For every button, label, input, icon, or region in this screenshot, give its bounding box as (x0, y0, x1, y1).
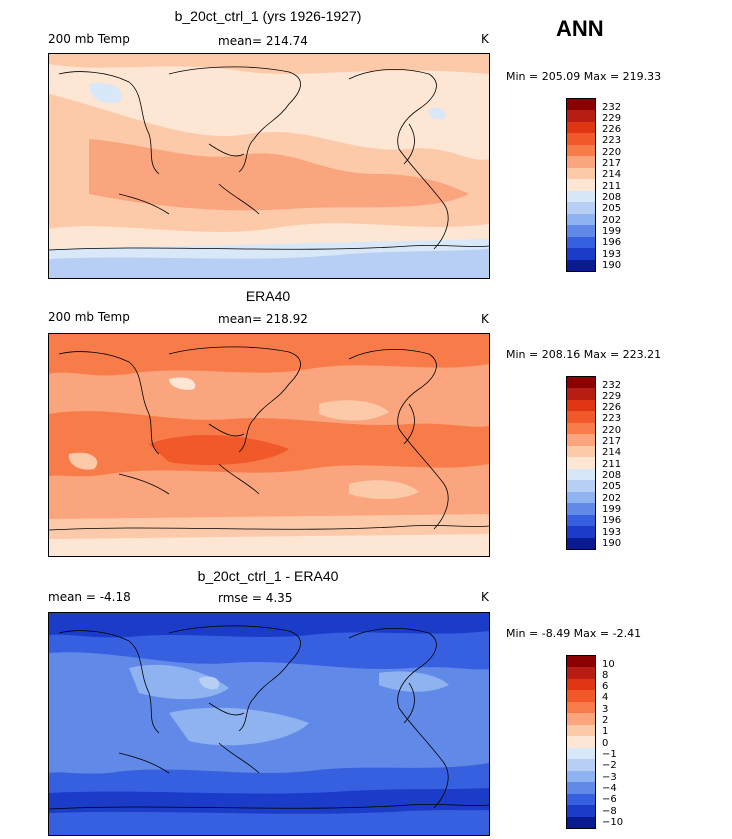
colorbar-tick-label: −1 (602, 749, 617, 760)
panel-2-min-max: Min = 208.16 Max = 223.21 (506, 348, 662, 361)
colorbar-tick-label: 211 (602, 459, 622, 470)
panel-1-title: b_20ct_ctrl_1 (yrs 1926-1927) (174, 8, 362, 24)
panel-2-mean-label: mean= 218.92 (218, 312, 308, 326)
panel-2-variable-label: 200 mb Temp (48, 310, 130, 324)
colorbar-tick-label: 214 (602, 447, 622, 458)
panel-1-colorbar-swatches (566, 98, 596, 272)
colorbar-tick-label: 199 (602, 504, 622, 515)
colorbar-tick-label: −3 (602, 772, 617, 783)
panel-1-colorbar: 232 229 226 223 220 217 214 211 208 205 … (566, 98, 621, 272)
panel-1-map (48, 53, 490, 279)
panel-3-units-label: K (481, 590, 489, 604)
panel-2-colorbar-swatches (566, 376, 596, 550)
panel-2-units-label: K (481, 312, 489, 326)
panel-3-colorbar: 10 8 6 4 3 2 1 0 −1 −2 −3 −4 −6 −8 −10 (566, 655, 623, 829)
colorbar-tick-label: 220 (602, 147, 622, 158)
panel-2-title: ERA40 (245, 288, 291, 304)
colorbar-tick-label: 217 (602, 436, 622, 447)
panel-3-mean-label: mean = -4.18 (48, 590, 131, 604)
panel-3-rmse-label: rmse = 4.35 (218, 591, 293, 605)
panel-2-colorbar: 232 229 226 223 220 217 214 211 208 205 … (566, 376, 621, 550)
colorbar-tick-label: 223 (602, 135, 622, 146)
colorbar-tick-label: 3 (602, 704, 609, 715)
panel-1-units-label: K (481, 32, 489, 46)
panel-2-map-plot (49, 334, 489, 556)
colorbar-tick-label: 196 (602, 237, 622, 248)
panel-3-colorbar-swatches (566, 655, 596, 829)
colorbar-tick-label: 199 (602, 226, 622, 237)
colorbar-tick-label: 226 (602, 124, 622, 135)
colorbar-tick-label: 10 (602, 659, 615, 670)
colorbar-tick-label: −4 (602, 783, 617, 794)
colorbar-tick-label: 232 (602, 102, 622, 113)
colorbar-tick-label: −8 (602, 806, 617, 817)
colorbar-tick-label: −6 (602, 794, 617, 805)
colorbar-tick-label: 0 (602, 738, 609, 749)
colorbar-tick-label: 2 (602, 715, 609, 726)
colorbar-tick-label: 208 (602, 192, 622, 203)
colorbar-tick-label: 232 (602, 380, 622, 391)
colorbar-tick-label: 196 (602, 515, 622, 526)
colorbar-tick-label: 202 (602, 215, 622, 226)
panel-1-mean-label: mean= 214.74 (218, 34, 308, 48)
colorbar-tick-label: −10 (602, 817, 624, 828)
colorbar-tick-label: 223 (602, 413, 622, 424)
colorbar-tick-label: 193 (602, 527, 622, 538)
panel-1-variable-label: 200 mb Temp (48, 32, 130, 46)
season-label: ANN (556, 16, 604, 41)
colorbar-tick-label: 205 (602, 203, 622, 214)
colorbar-tick-label: 1 (602, 726, 609, 737)
panel-3-map-plot (49, 613, 489, 835)
colorbar-tick-label: 205 (602, 481, 622, 492)
colorbar-tick-label: 202 (602, 493, 622, 504)
colorbar-tick-label: 217 (602, 158, 622, 169)
colorbar-tick-label: 214 (602, 169, 622, 180)
colorbar-tick-label: 211 (602, 181, 622, 192)
colorbar-tick-label: −2 (602, 760, 617, 771)
colorbar-tick-label: 229 (602, 113, 622, 124)
colorbar-tick-label: 229 (602, 391, 622, 402)
colorbar-tick-label: 8 (602, 670, 609, 681)
panel-1-map-plot (49, 54, 489, 278)
colorbar-tick-label: 190 (602, 538, 622, 549)
colorbar-tick-label: 190 (602, 260, 622, 271)
colorbar-tick-label: 226 (602, 402, 622, 413)
colorbar-tick-label: 6 (602, 681, 609, 692)
panel-3-title: b_20ct_ctrl_1 - ERA40 (197, 568, 339, 584)
panel-3-map (48, 612, 490, 836)
colorbar-tick-label: 4 (602, 692, 609, 703)
panel-3-min-max: Min = -8.49 Max = -2.41 (506, 627, 642, 640)
colorbar-tick-label: 220 (602, 425, 622, 436)
colorbar-tick-label: 193 (602, 249, 622, 260)
colorbar-tick-label: 208 (602, 470, 622, 481)
panel-2-map (48, 333, 490, 557)
panel-1-min-max: Min = 205.09 Max = 219.33 (506, 70, 662, 83)
